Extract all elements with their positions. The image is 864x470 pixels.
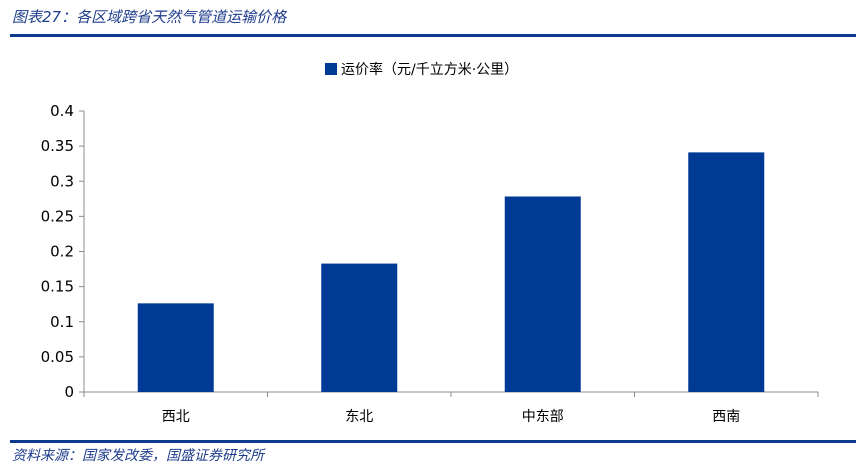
- legend-swatch: [325, 63, 337, 75]
- x-axis: 西北 东北 中东部 西南: [83, 391, 819, 425]
- x-tick-label: 中东部: [522, 409, 564, 425]
- bar-chart: 运价率（元/千立方米·公里） 0 0.05 0.1 0.15 0.2 0.25 0.3 0.3…: [41, 61, 819, 425]
- x-tick-label: 西南: [712, 409, 740, 425]
- y-tick-label: 0.05: [41, 348, 74, 366]
- legend-label: 运价率（元/千立方米·公里）: [341, 61, 518, 78]
- legend: 运价率（元/千立方米·公里）: [325, 61, 518, 78]
- y-tick-label: 0.1: [50, 313, 74, 331]
- figure-source: 资料来源：国家发改委，国盛证券研究所: [12, 448, 264, 464]
- y-tick-label: 0.3: [50, 172, 74, 190]
- y-tick-label: 0.25: [41, 207, 74, 225]
- bar: [688, 152, 765, 392]
- bottom-rule: [10, 440, 856, 443]
- y-axis: 0 0.05 0.1 0.15 0.2 0.25 0.3 0.35 0.4: [41, 102, 85, 401]
- top-rule: [10, 34, 856, 37]
- bar-series: [137, 152, 765, 392]
- y-tick-label: 0.2: [50, 243, 74, 261]
- bar: [137, 303, 214, 392]
- y-tick-label: 0.35: [41, 137, 74, 155]
- y-tick-label: 0.4: [50, 102, 74, 120]
- bar: [504, 196, 581, 392]
- bar: [321, 263, 398, 392]
- figure-title: 图表27：各区域跨省天然气管道运输价格: [12, 8, 287, 26]
- y-tick-label: 0: [64, 383, 74, 401]
- x-tick-label: 西北: [162, 409, 190, 425]
- y-tick-label: 0.15: [41, 278, 74, 296]
- x-tick-label: 东北: [345, 409, 373, 425]
